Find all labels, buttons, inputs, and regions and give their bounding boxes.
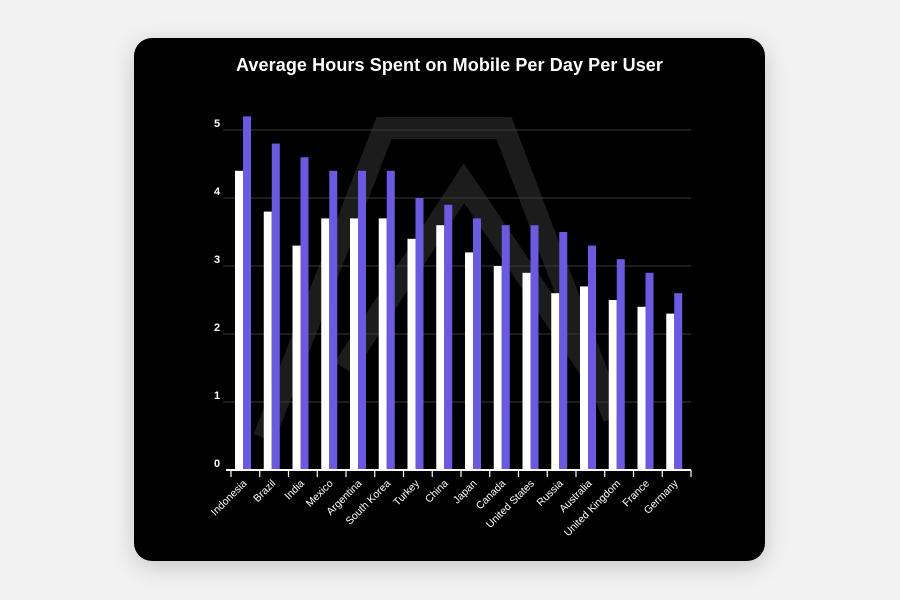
- bar-japan-s1: [465, 252, 473, 470]
- x-tick-label: Turkey: [391, 477, 422, 508]
- bar-canada-s2: [501, 225, 510, 470]
- bar-united-states-s2: [530, 225, 539, 470]
- y-tick-label: 1: [214, 390, 220, 402]
- bar-turkey-s1: [407, 238, 416, 470]
- y-tick-label: 0: [214, 458, 220, 470]
- chart-card: Average Hours Spent on Mobile Per Day Pe…: [134, 38, 765, 561]
- y-tick-label: 4: [214, 186, 221, 198]
- bar-chart: 0 1 2 3 4 5 Indonesia Brazil IndiaMexicoArgenti…: [209, 116, 692, 539]
- bar-argentina-s2: [358, 170, 366, 471]
- x-axis: [226, 469, 692, 477]
- bar-indonesia-s2: [243, 116, 251, 471]
- bar-brazil-s1: [263, 211, 272, 470]
- bars: [235, 116, 683, 471]
- bar-australia-s1: [580, 286, 588, 470]
- bar-united-kingdom-s1: [608, 300, 617, 470]
- y-tick-label: 5: [214, 118, 220, 130]
- bar-south-korea-s1: [378, 218, 387, 470]
- bar-china-s1: [436, 225, 445, 470]
- bar-turkey-s2: [415, 198, 424, 470]
- bar-russia-s2: [559, 232, 568, 470]
- x-tick-label: China: [423, 478, 451, 506]
- bar-germany-s2: [674, 293, 683, 470]
- x-tick-label: Indonesia: [209, 478, 250, 519]
- y-tick-label: 2: [214, 322, 220, 334]
- bar-argentina-s1: [350, 218, 358, 470]
- bar-india-s2: [300, 157, 309, 470]
- bar-china-s2: [444, 204, 453, 471]
- bar-canada-s1: [493, 266, 502, 470]
- bar-indonesia-s1: [235, 170, 243, 471]
- bar-australia-s2: [588, 245, 596, 470]
- bar-india-s1: [292, 245, 301, 470]
- x-tick-label: India: [282, 478, 307, 503]
- bar-france-s1: [637, 306, 646, 470]
- x-axis-labels: Indonesia Brazil IndiaMexicoArgentinaSouth…: [209, 477, 681, 539]
- bar-germany-s1: [666, 313, 675, 470]
- bar-mexico-s2: [329, 170, 338, 471]
- x-tick-label: Brazil: [251, 478, 278, 505]
- bar-france-s2: [645, 272, 654, 470]
- bar-united-states-s1: [522, 272, 531, 470]
- bar-brazil-s2: [271, 143, 280, 470]
- bar-japan-s2: [473, 218, 481, 470]
- bar-russia-s1: [551, 293, 560, 470]
- y-tick-label: 3: [214, 254, 220, 266]
- chart-title: Average Hours Spent on Mobile Per Day Pe…: [235, 55, 664, 75]
- bar-mexico-s1: [321, 218, 330, 470]
- y-axis-ticks: 0 1 2 3 4 5: [214, 118, 221, 470]
- bar-south-korea-s2: [386, 170, 395, 471]
- bar-united-kingdom-s2: [616, 259, 625, 470]
